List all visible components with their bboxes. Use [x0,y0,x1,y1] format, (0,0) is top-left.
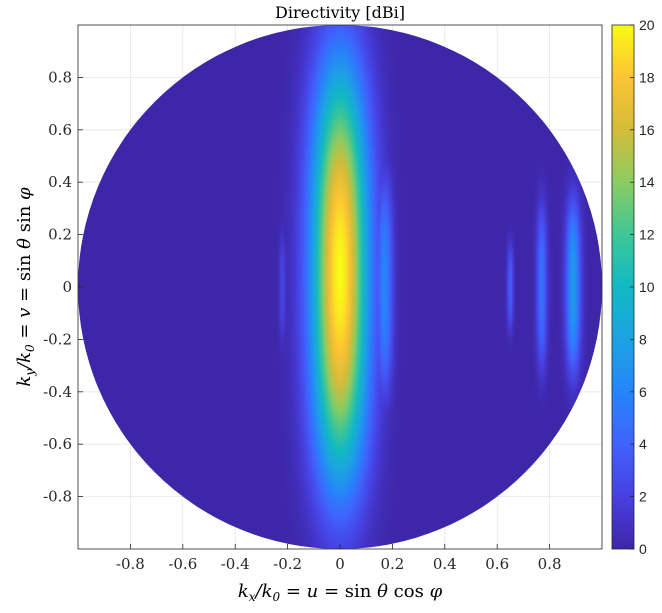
y-tick-label: -0.4 [43,383,72,401]
y-axis-ticks: 0.8 0.6 0.4 0.2 0 -0.2 -0.4 -0.6 -0.8 [43,68,83,506]
y-tick-label: 0.4 [48,173,72,191]
colorbar-tick-label: 10 [639,279,655,295]
y-tick-label: -0.2 [43,330,72,348]
colorbar-tick-label: 6 [639,384,647,400]
x-tick-label: 0.2 [380,555,404,573]
x-tick-label: 0.6 [485,555,509,573]
x-tick-label: -0.6 [168,555,197,573]
y-tick-label: 0 [62,278,72,296]
colorbar-tick-label: 14 [639,174,655,190]
chart-title: Directivity [dBi] [275,3,405,22]
x-tick-label: 0.4 [433,555,457,573]
x-axis-ticks: -0.8 -0.6 -0.4 -0.2 0 0.2 0.4 0.6 0.8 [116,544,562,573]
colorbar-tick-label: 16 [639,122,655,138]
colorbar-tick-label: 8 [639,331,647,347]
y-tick-label: 0.2 [48,226,72,244]
y-tick-label: -0.8 [43,488,72,506]
plot-area: -0.8 -0.6 -0.4 -0.2 0 0.2 0.4 0.6 0.8 0.80.60.40… [43,24,603,573]
x-tick-label: 0 [335,555,345,573]
y-tick-label: 0.8 [48,68,72,86]
colorbar: 0 2 4 6 8 10 12 14 16 18 20 [611,17,655,557]
colorbar-tick-label: 12 [639,227,655,243]
colorbar-tick-label: 4 [639,436,647,452]
colorbar-tick-label: 18 [639,69,655,85]
x-tick-label: 0.8 [538,555,562,573]
colorbar-tick-label: 0 [639,541,647,557]
x-tick-label: -0.8 [116,555,145,573]
colorbar-tick-label: 20 [639,17,655,33]
x-axis-label: kx/k0 = u = sin θ cos φ [238,581,443,604]
y-axis-label: ky/k0 = v = sin θ sin φ [14,187,37,387]
directivity-heatmap [78,25,602,549]
y-tick-label: -0.6 [43,435,72,453]
colorbar-tick-label: 2 [639,489,647,505]
colorbar-ticks: 0 2 4 6 8 10 12 14 16 18 20 [630,17,655,557]
y-tick-label: 0.6 [48,121,72,139]
x-tick-label: -0.4 [221,555,250,573]
x-tick-label: -0.2 [273,555,302,573]
